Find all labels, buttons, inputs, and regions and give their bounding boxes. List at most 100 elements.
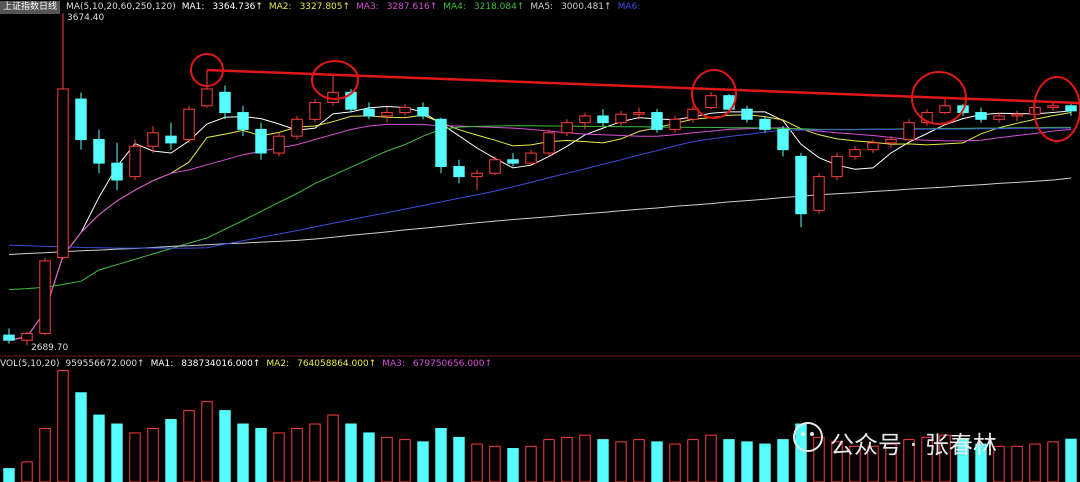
vol-ma-name: MA2: bbox=[266, 359, 290, 369]
candle-body bbox=[939, 105, 951, 114]
candle-body bbox=[885, 139, 897, 144]
candle-body bbox=[741, 108, 753, 120]
volume-bar bbox=[1047, 441, 1059, 482]
candle-body bbox=[201, 88, 213, 107]
candle-body bbox=[831, 155, 843, 178]
annotations bbox=[190, 53, 1080, 142]
candle-body bbox=[813, 176, 825, 211]
circle bbox=[691, 69, 737, 119]
volume-bar bbox=[1011, 445, 1023, 482]
candle-body bbox=[57, 88, 69, 259]
volume-bar bbox=[561, 436, 573, 482]
legend-readout: 3287.616↑ bbox=[386, 2, 438, 12]
candle-body bbox=[651, 112, 663, 130]
marks: 3674.40 2689.70 bbox=[3, 13, 1077, 482]
vol-ma-readout: 764058864.000↑ bbox=[297, 359, 377, 369]
legend-readout: 3218.084↑ bbox=[473, 2, 525, 12]
candle-body bbox=[471, 172, 483, 178]
vol-ma-readout: 679750656.000↑ bbox=[412, 359, 493, 369]
candle-body bbox=[525, 152, 537, 164]
candle-body bbox=[309, 101, 321, 120]
candle-body bbox=[165, 135, 177, 144]
legend-readout: 3327.805↑ bbox=[299, 2, 351, 12]
volume-bar bbox=[723, 439, 735, 482]
legend-readout: 3000.481↑ bbox=[561, 2, 612, 12]
icon-ring bbox=[793, 422, 823, 452]
ma-line bbox=[8, 127, 1071, 249]
candle-body bbox=[129, 145, 141, 178]
icon-dot bbox=[801, 432, 805, 436]
volume-bar bbox=[57, 369, 69, 482]
volume-bar bbox=[111, 423, 123, 482]
candle-body bbox=[3, 334, 15, 341]
candle-body bbox=[39, 260, 51, 334]
volume-bar bbox=[885, 443, 897, 482]
volume-bar bbox=[579, 434, 591, 482]
volume-bar bbox=[687, 439, 699, 482]
circle bbox=[190, 53, 224, 87]
volume-bar bbox=[201, 401, 213, 482]
candle-body bbox=[1065, 105, 1077, 112]
candle-body bbox=[327, 91, 339, 103]
candle-body bbox=[21, 332, 33, 341]
volume-bar bbox=[597, 439, 609, 482]
volume-bar bbox=[741, 441, 753, 482]
ma-line bbox=[8, 177, 1072, 255]
volume-bar bbox=[327, 414, 339, 482]
trend-line bbox=[206, 68, 1080, 105]
volume-bar bbox=[1065, 438, 1077, 482]
volume-bar bbox=[93, 414, 105, 482]
ma-line bbox=[8, 105, 1072, 341]
price-header: 上证指数日线 MA(5,10,20,60,250,120) MA1: 3364.7… bbox=[0, 1, 642, 14]
volume-readout: 959556672.000↑ bbox=[65, 359, 145, 369]
legend-readout: 3364.736↑ bbox=[212, 2, 263, 12]
volume-bar bbox=[615, 441, 627, 482]
vol-ma-readout: 838734016.000↑ bbox=[181, 359, 261, 369]
candle-body bbox=[291, 118, 303, 137]
volume-bar bbox=[543, 439, 555, 482]
candle-body bbox=[795, 155, 807, 215]
volume-bar bbox=[1029, 443, 1041, 482]
candle-body bbox=[237, 112, 249, 130]
volume-bar bbox=[831, 441, 843, 482]
volume-bar bbox=[471, 443, 483, 482]
volume-bar bbox=[345, 423, 357, 482]
candle-body bbox=[489, 159, 501, 174]
volume-bar bbox=[21, 461, 33, 482]
candle-body bbox=[561, 122, 573, 134]
high-label: 3674.40 bbox=[67, 13, 104, 23]
volume-bar bbox=[975, 443, 987, 482]
volume-bar bbox=[507, 448, 519, 482]
volume-bar bbox=[957, 439, 969, 482]
candle-body bbox=[507, 159, 519, 164]
ma-line bbox=[8, 125, 1071, 291]
candle-body bbox=[111, 162, 123, 181]
candle-body bbox=[975, 112, 987, 120]
circle bbox=[1033, 76, 1080, 142]
candle-body bbox=[345, 91, 357, 110]
candle-body bbox=[777, 128, 789, 151]
candle-body bbox=[993, 115, 1005, 120]
candle-body bbox=[903, 122, 915, 141]
volume-bar bbox=[165, 419, 177, 482]
ma-params: MA(5,10,20,60,250,120) bbox=[66, 2, 176, 12]
candle-body bbox=[867, 142, 879, 151]
volume-bar bbox=[705, 434, 717, 482]
legend-name: MA5: bbox=[530, 2, 554, 12]
volume-bar bbox=[903, 439, 915, 482]
candle-body bbox=[705, 95, 717, 108]
candle-body bbox=[1047, 105, 1059, 108]
legend-name: MA2: bbox=[268, 2, 292, 12]
candle-body bbox=[417, 106, 429, 117]
wechat-icon bbox=[793, 422, 823, 452]
low-label: 2689.70 bbox=[31, 343, 68, 353]
candle-body bbox=[435, 118, 447, 168]
volume-bar bbox=[651, 441, 663, 482]
chart-title: 上证指数日线 bbox=[0, 1, 61, 14]
candle-body bbox=[219, 91, 231, 114]
volume-bar bbox=[453, 436, 465, 482]
volume-bar bbox=[363, 432, 375, 482]
candle-body bbox=[759, 118, 771, 130]
volume-bar bbox=[795, 423, 807, 482]
